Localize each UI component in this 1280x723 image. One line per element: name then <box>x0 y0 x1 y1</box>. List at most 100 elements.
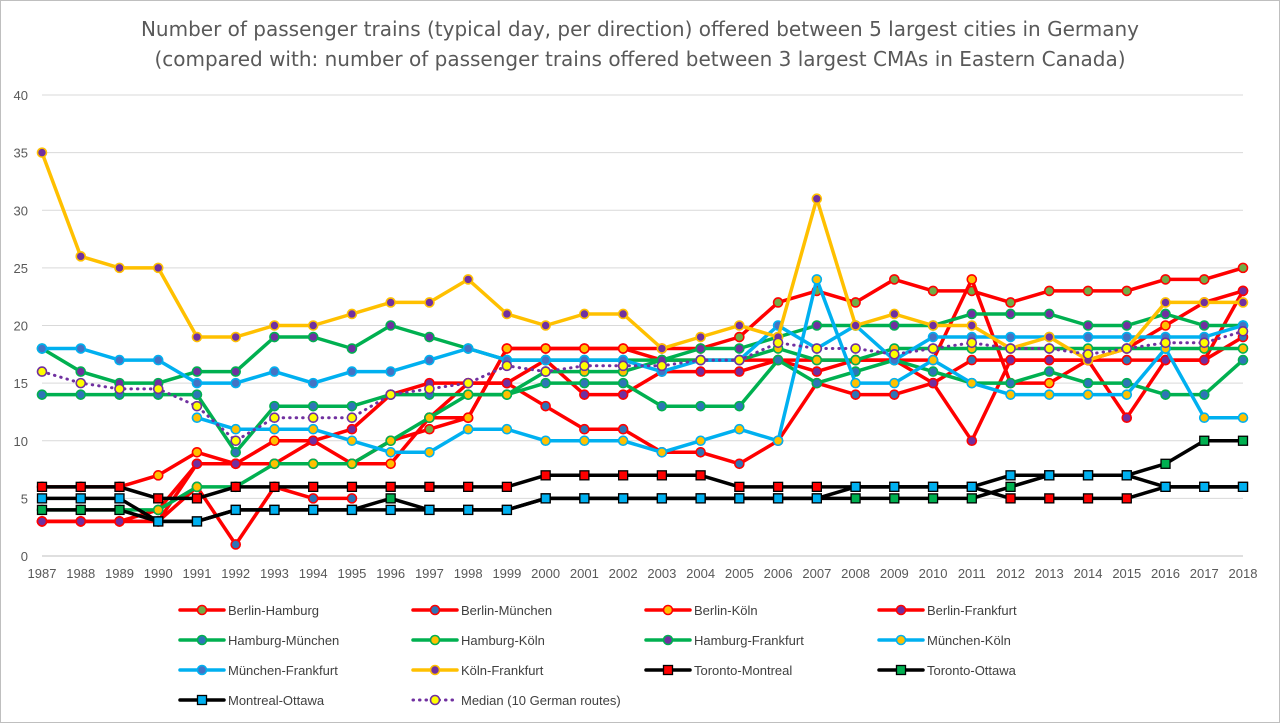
series-k-ln-frankfurt-point <box>579 308 590 320</box>
series-k-ln-frankfurt-point <box>1237 297 1249 308</box>
series-toronto-montreal-point <box>772 481 784 493</box>
series-hamburg-m-nchen-point <box>734 400 745 412</box>
series-median-10-german-routes--point <box>1121 343 1133 354</box>
chart-title-line-1: Number of passenger trains (typical day,… <box>140 17 1140 41</box>
series-m-nchen-frankfurt-point <box>424 354 435 366</box>
series-toronto-ottawa-point <box>1199 435 1210 446</box>
x-tick-label: 2011 <box>958 566 986 581</box>
series-k-ln-frankfurt-point <box>889 308 900 320</box>
series-m-nchen-frankfurt-point <box>1005 331 1016 343</box>
legend-swatch <box>178 664 226 676</box>
series-m-nchen-k-ln-point <box>966 377 978 389</box>
series-toronto-ottawa-point <box>850 493 861 504</box>
series-hamburg-frankfurt-point <box>889 320 900 331</box>
series-toronto-montreal-point <box>230 481 241 493</box>
series-k-ln-frankfurt-point <box>385 297 396 308</box>
series-hamburg-m-nchen-point <box>1237 354 1249 366</box>
series-m-nchen-k-ln-point <box>889 377 900 389</box>
series-median-10-german-routes--point <box>927 343 939 354</box>
series-m-nchen-frankfurt-point <box>1121 331 1133 343</box>
series-m-nchen-frankfurt-point <box>462 343 474 354</box>
series-toronto-ottawa <box>36 435 1249 527</box>
series-toronto-montreal-point <box>540 470 551 481</box>
series-montreal-ottawa-point <box>1082 470 1094 481</box>
series-k-ln-frankfurt-point <box>1160 297 1171 308</box>
legend-swatch <box>178 694 226 706</box>
series-k-ln-frankfurt-point <box>346 308 358 320</box>
series-montreal-ottawa-point <box>36 493 48 504</box>
legend-label: Montreal-Ottawa <box>228 693 325 708</box>
y-tick-label: 25 <box>14 261 28 276</box>
series-berlin-frankfurt-point <box>927 377 939 389</box>
series-montreal-ottawa-point <box>1237 481 1249 493</box>
series-berlin-hamburg-point <box>889 274 900 285</box>
series-k-ln-frankfurt-point <box>540 320 551 331</box>
series-hamburg-frankfurt-point <box>1082 320 1094 331</box>
series-berlin-k-ln-point <box>966 274 978 285</box>
series-hamburg-k-ln-point <box>307 458 319 470</box>
series-hamburg-m-nchen-point <box>230 446 242 458</box>
series-berlin-hamburg-point <box>1005 297 1016 308</box>
series-berlin-k-ln-point <box>540 343 551 354</box>
series-hamburg-m-nchen-point <box>811 377 823 389</box>
series-median-10-german-routes--point <box>269 412 280 424</box>
legend-label: Hamburg-München <box>228 633 340 648</box>
series-hamburg-frankfurt-point <box>811 320 823 331</box>
series-m-nchen-k-ln-point <box>811 274 823 285</box>
series-berlin-m-nchen-point <box>346 493 358 504</box>
series-berlin-k-ln-line <box>40 277 1245 489</box>
series-k-ln-frankfurt-point <box>36 147 48 158</box>
series-berlin-m-nchen-point <box>889 389 900 400</box>
series-montreal-ottawa <box>36 470 1249 527</box>
series-k-ln-frankfurt-point <box>1043 331 1055 343</box>
series-m-nchen-frankfurt-point <box>230 377 242 389</box>
legend-swatch-point <box>662 634 674 646</box>
series-median-10-german-routes--point <box>1082 349 1094 360</box>
x-tick-label: 2008 <box>841 566 870 581</box>
series-median-10-german-routes--point <box>850 343 861 354</box>
series-median-10-german-routes--point <box>385 389 396 400</box>
series-hamburg-frankfurt-point <box>269 331 280 343</box>
series-montreal-ottawa-point <box>346 504 358 516</box>
series-berlin-frankfurt-point <box>307 435 319 447</box>
series-toronto-ottawa-line <box>40 439 1245 524</box>
series-berlin-hamburg-point <box>1237 262 1249 274</box>
series-m-nchen-k-ln-point <box>1198 412 1210 424</box>
series-montreal-ottawa-point <box>153 516 164 527</box>
series-montreal-ottawa-line <box>40 473 1245 524</box>
x-tick-label: 1992 <box>221 566 250 581</box>
series-toronto-montreal-point <box>617 470 629 481</box>
x-tick-label: 2014 <box>1074 566 1103 581</box>
series-median-10-german-routes--point <box>36 366 48 377</box>
x-tick-label: 2000 <box>531 566 560 581</box>
series-berlin-m-nchen-point <box>966 354 978 366</box>
y-tick-label: 15 <box>14 376 28 391</box>
series-hamburg-k-ln-point <box>152 504 164 516</box>
series-hamburg-k-ln-point <box>346 458 358 470</box>
series-hamburg-m-nchen-point <box>1198 389 1210 400</box>
y-tick-label: 5 <box>21 491 28 506</box>
series-toronto-ottawa-point <box>1237 435 1249 446</box>
series-berlin-frankfurt-point <box>346 423 358 435</box>
x-tick-label: 2013 <box>1035 566 1064 581</box>
legend-swatch-point <box>895 634 907 646</box>
series-k-ln-frankfurt-point <box>850 320 861 331</box>
series-hamburg-k-ln-point <box>424 412 435 424</box>
x-tick-label: 2017 <box>1190 566 1219 581</box>
x-tick-label: 1989 <box>105 566 134 581</box>
legend-swatch-point <box>662 664 674 676</box>
series-median-10-german-routes--point <box>540 366 551 377</box>
series-montreal-ottawa-point <box>1121 470 1132 481</box>
x-tick-label: 1997 <box>415 566 444 581</box>
series-m-nchen-k-ln-point <box>462 423 474 435</box>
series-k-ln-frankfurt-line <box>40 150 1245 362</box>
series-hamburg-k-ln-point <box>385 435 396 447</box>
series-m-nchen-k-ln-point <box>385 446 396 458</box>
series-m-nchen-k-ln-point <box>346 435 358 447</box>
series-toronto-montreal-point <box>346 481 358 493</box>
series-berlin-frankfurt-point <box>230 458 242 470</box>
legend-swatch <box>411 664 459 676</box>
series-median-10-german-routes--point <box>1198 337 1210 349</box>
series-montreal-ottawa-point <box>230 504 241 516</box>
